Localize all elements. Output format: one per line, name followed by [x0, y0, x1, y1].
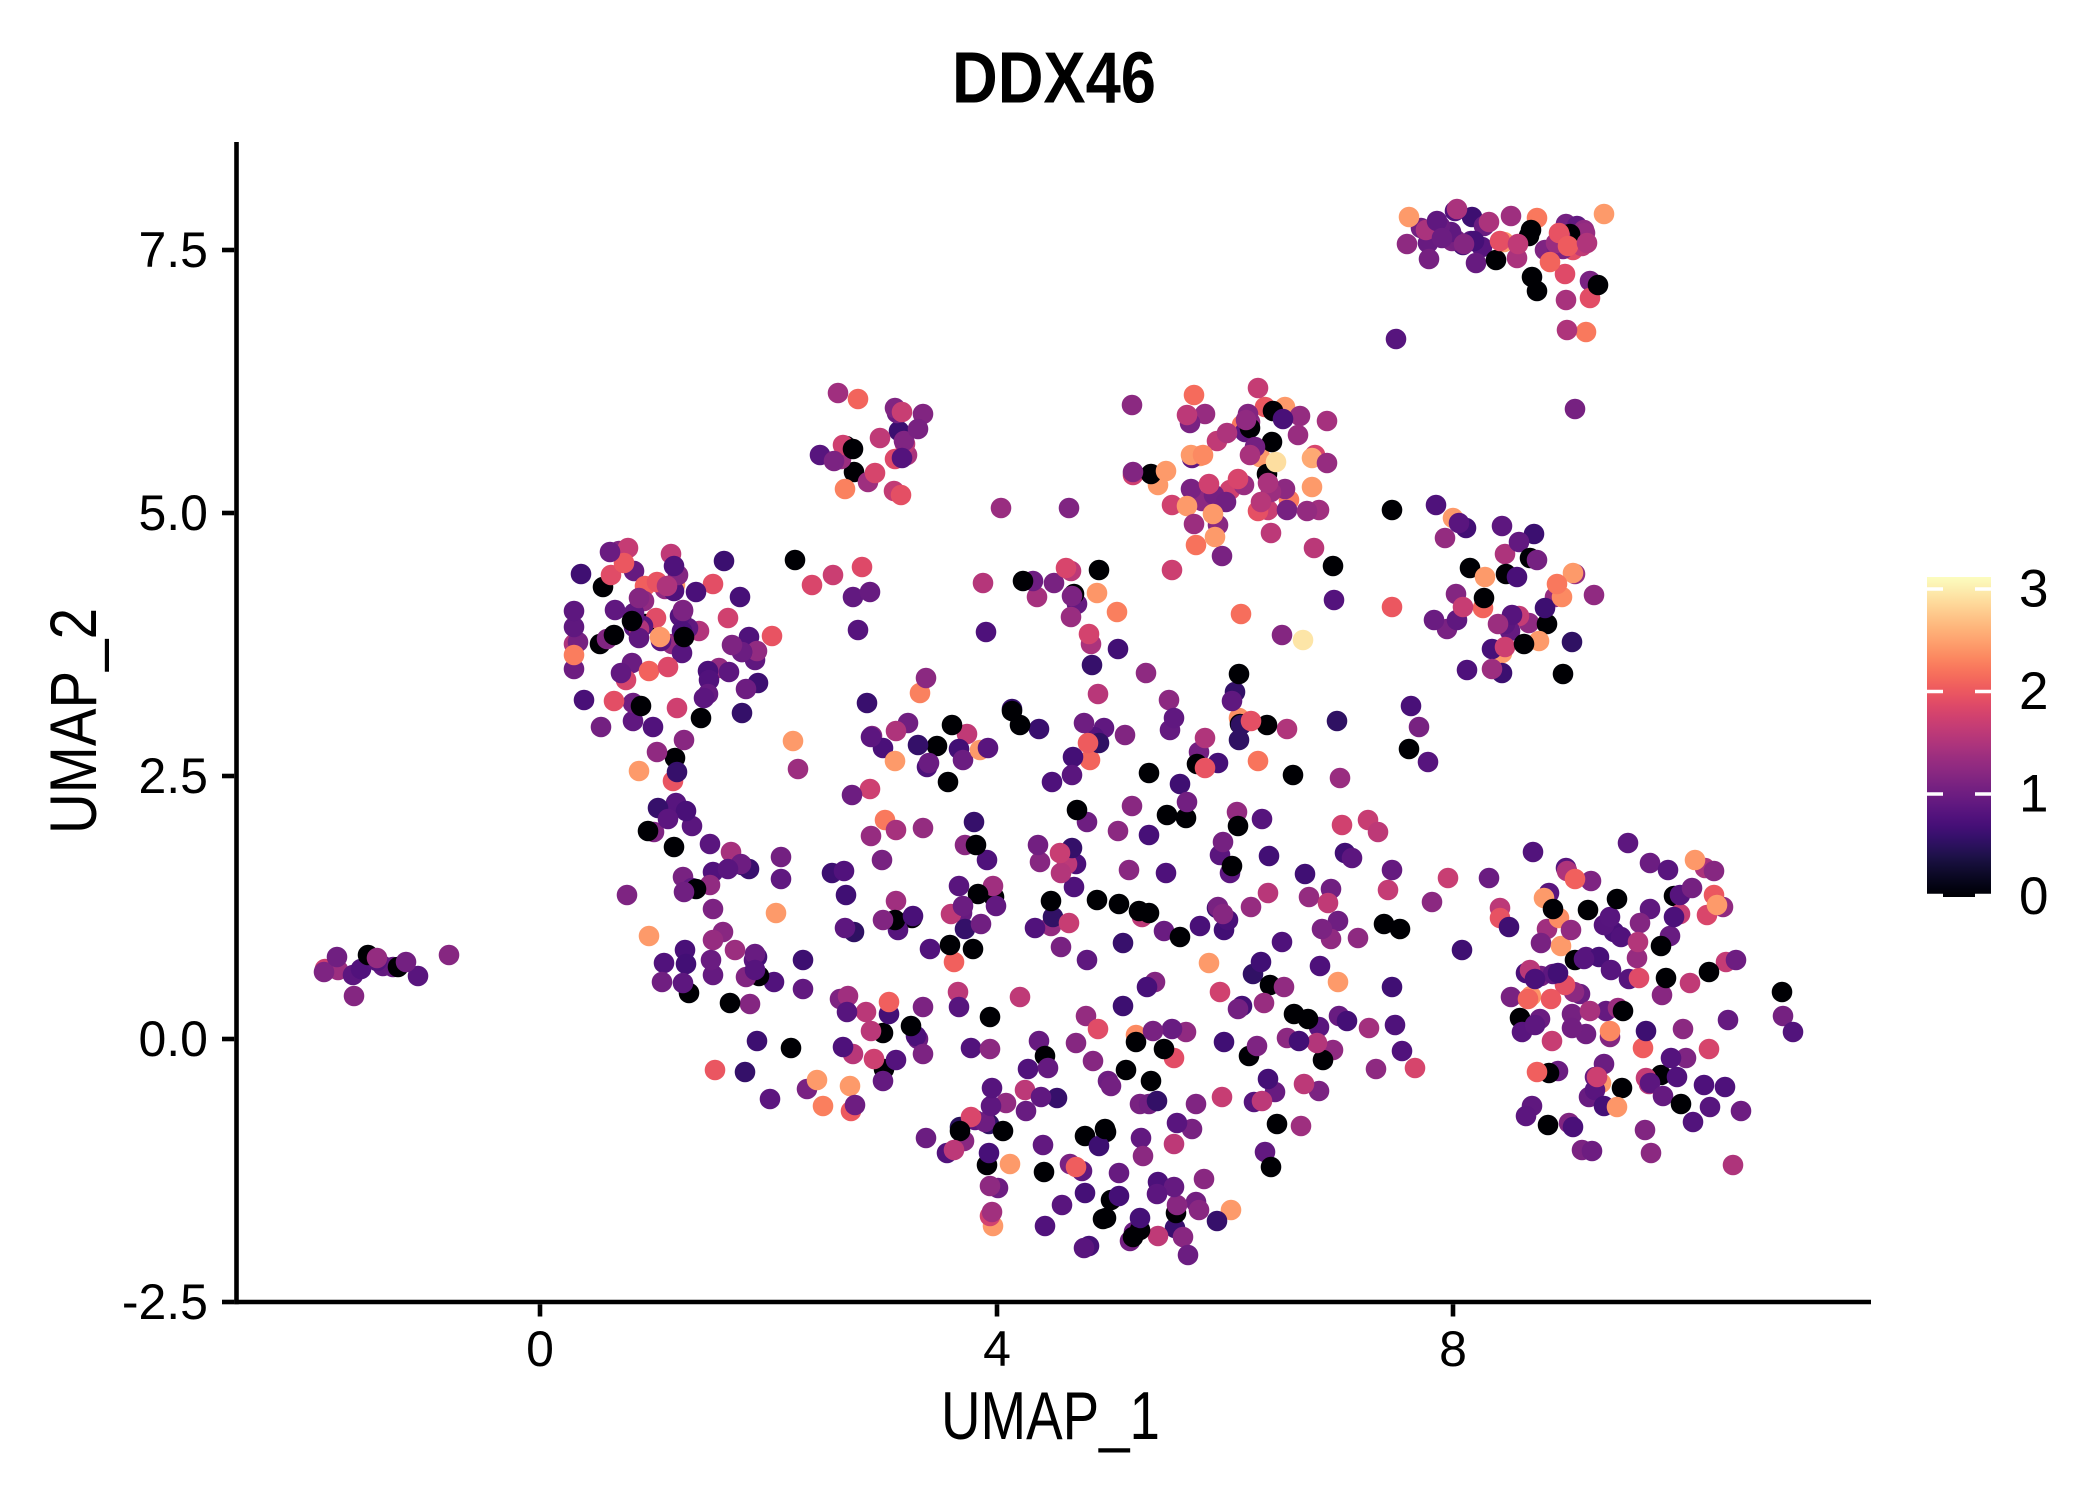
- svg-text:5.0: 5.0: [138, 485, 208, 541]
- svg-text:7.5: 7.5: [138, 222, 208, 278]
- svg-text:1: 1: [2019, 765, 2048, 824]
- svg-text:2.5: 2.5: [138, 748, 208, 804]
- svg-text:2: 2: [2019, 662, 2048, 721]
- svg-text:0.0: 0.0: [138, 1011, 208, 1067]
- svg-text:-2.5: -2.5: [122, 1274, 208, 1330]
- svg-text:DDX46: DDX46: [952, 39, 1156, 119]
- svg-text:UMAP_2: UMAP_2: [36, 608, 110, 834]
- svg-text:UMAP_1: UMAP_1: [941, 1378, 1160, 1454]
- svg-text:0: 0: [526, 1321, 554, 1377]
- svg-text:3: 3: [2019, 560, 2048, 619]
- svg-text:8: 8: [1439, 1321, 1467, 1377]
- svg-text:0: 0: [2019, 867, 2048, 926]
- svg-text:4: 4: [983, 1321, 1011, 1377]
